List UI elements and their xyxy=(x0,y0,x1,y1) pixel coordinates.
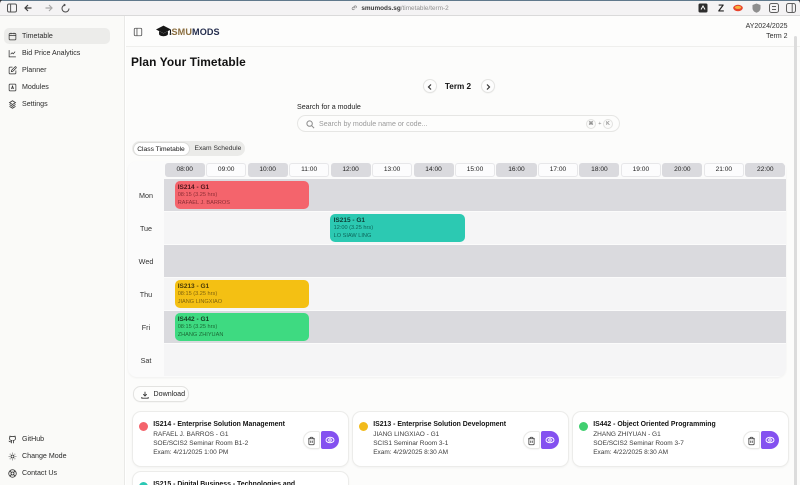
svg-text:Z: Z xyxy=(718,4,724,14)
